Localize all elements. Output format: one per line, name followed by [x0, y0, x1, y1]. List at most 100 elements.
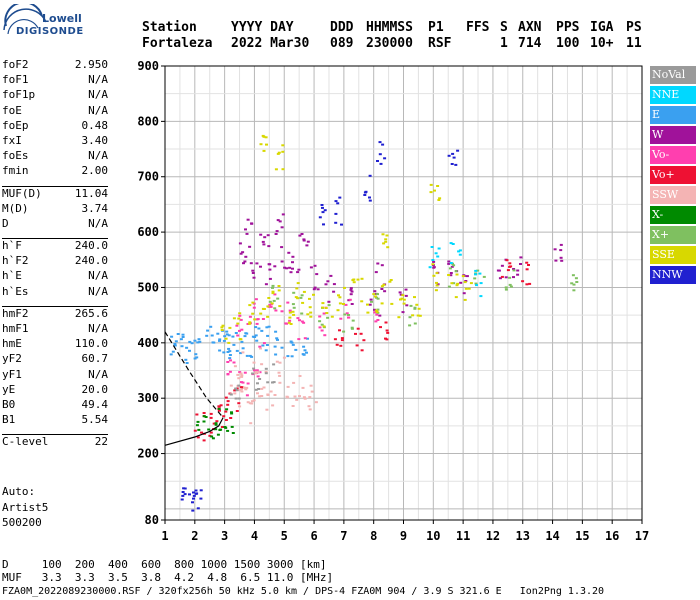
data-point — [320, 323, 324, 326]
data-point — [251, 269, 255, 272]
param-name: foF1 — [2, 73, 29, 87]
data-point — [277, 289, 281, 292]
param-value: N/A — [88, 73, 108, 87]
data-point — [251, 372, 255, 375]
data-point — [237, 402, 241, 405]
param-value: N/A — [88, 269, 108, 283]
data-point — [285, 322, 289, 325]
header-label-station: Station — [142, 20, 197, 35]
data-point — [223, 426, 227, 428]
data-point — [519, 256, 523, 259]
data-point — [413, 306, 417, 309]
data-point — [276, 219, 280, 222]
data-point — [281, 213, 285, 216]
data-point — [226, 373, 230, 376]
data-point — [228, 370, 232, 373]
data-point — [313, 286, 317, 289]
data-point — [245, 232, 249, 235]
data-point — [268, 277, 272, 280]
data-point — [205, 334, 209, 337]
data-point — [278, 374, 282, 377]
header-label-axn: AXN — [518, 20, 542, 35]
param-value: 2.950 — [74, 58, 108, 71]
data-point — [266, 393, 270, 396]
series-e — [169, 325, 309, 364]
data-point — [253, 318, 257, 321]
data-point — [226, 351, 230, 353]
data-point — [229, 417, 233, 419]
param-row-9: M(D) 3.74 — [2, 202, 108, 217]
data-point — [262, 386, 266, 389]
data-point — [246, 323, 250, 325]
data-point — [431, 263, 435, 266]
data-point — [231, 432, 235, 434]
data-point — [384, 238, 388, 241]
param-value: 3.40 — [81, 133, 109, 147]
data-point — [294, 296, 298, 299]
data-point — [277, 371, 281, 374]
data-point — [196, 341, 200, 344]
data-point — [231, 335, 235, 338]
legend-item-nne: NNE — [650, 86, 696, 104]
data-point — [228, 357, 232, 360]
data-point — [527, 264, 530, 266]
data-point — [326, 280, 330, 283]
data-point — [217, 405, 221, 408]
data-point — [288, 319, 292, 322]
data-point — [382, 283, 386, 286]
data-point — [383, 157, 387, 160]
data-point — [256, 392, 259, 395]
data-point — [271, 286, 274, 289]
data-point — [334, 212, 338, 215]
data-point — [259, 347, 262, 350]
param-value: N/A — [88, 322, 108, 335]
header-label-date: YYYY DAY — [231, 20, 294, 35]
data-point — [239, 318, 243, 321]
data-point — [437, 199, 441, 201]
param-value: 3.74 — [81, 201, 109, 215]
data-point — [267, 297, 271, 299]
data-point — [277, 151, 281, 154]
data-point — [196, 436, 200, 439]
data-point — [375, 311, 379, 313]
data-point — [238, 405, 242, 408]
data-point — [325, 312, 329, 314]
data-point — [342, 330, 346, 333]
param-row-19: yF1 N/A — [2, 368, 108, 383]
data-point — [226, 429, 230, 432]
data-point — [302, 239, 306, 242]
data-point — [373, 308, 376, 311]
data-point — [340, 223, 343, 226]
data-point — [452, 264, 456, 267]
data-point — [254, 298, 258, 301]
data-point — [560, 259, 564, 262]
header-value-station: Fortaleza — [142, 36, 213, 51]
data-point — [221, 324, 225, 327]
param-value: N/A — [88, 103, 108, 117]
distance-row: D 100 200 400 600 800 1000 1500 3000 [km… — [2, 558, 327, 571]
data-point — [302, 345, 306, 348]
data-point — [260, 387, 264, 390]
data-point — [241, 351, 245, 354]
data-point — [447, 154, 451, 157]
data-point — [302, 290, 306, 293]
header-value-pps: 100 — [556, 36, 580, 51]
data-point — [255, 262, 259, 265]
data-point — [216, 332, 220, 335]
data-point — [574, 277, 578, 280]
data-point — [302, 396, 306, 399]
y-tick-label: 300 — [137, 391, 159, 405]
data-point — [312, 293, 315, 296]
data-point — [245, 394, 249, 397]
data-point — [264, 283, 268, 286]
data-point — [169, 353, 173, 356]
data-point — [185, 362, 189, 364]
header-label-pps: PPS — [556, 20, 580, 35]
data-point — [243, 260, 247, 263]
data-point — [373, 311, 377, 314]
data-point — [251, 272, 255, 274]
data-point — [274, 233, 278, 235]
data-point — [261, 318, 265, 320]
data-point — [260, 329, 264, 332]
data-point — [286, 355, 290, 358]
